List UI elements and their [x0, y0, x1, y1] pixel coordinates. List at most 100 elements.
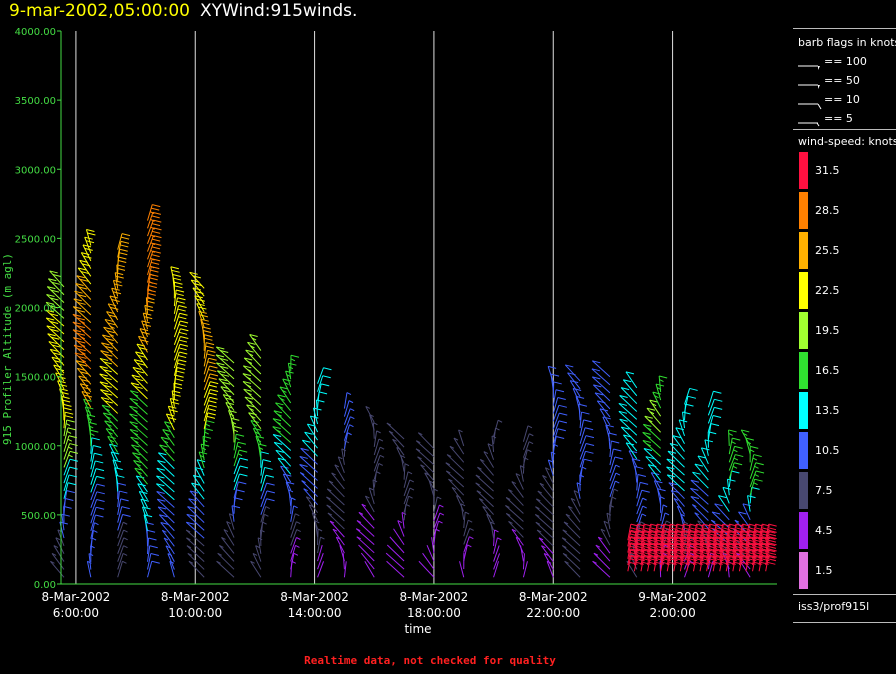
wind-barb [646, 407, 662, 425]
wind-barb [636, 473, 647, 491]
wind-barb [75, 282, 92, 300]
wind-barb [90, 460, 104, 478]
wind-barb [290, 552, 299, 570]
wind-barb [543, 553, 554, 570]
wind-barb [231, 505, 241, 522]
x-axis-label: time [404, 622, 431, 636]
wind-barb [117, 513, 131, 531]
wind-barb [132, 366, 148, 384]
wind-barb [156, 467, 175, 485]
y-tick-label: 500.00 [21, 511, 56, 522]
wind-barb [61, 513, 70, 531]
wind-barb [156, 498, 175, 516]
wind-barb [63, 435, 78, 452]
wind-barb [373, 438, 384, 456]
wind-barb [372, 422, 378, 439]
x-tick-time: 2:00:00 [649, 606, 695, 620]
wind-barb [327, 512, 345, 530]
wind-barb [600, 528, 611, 546]
legend-panel: barb flags in knots == 100 == 50 == 10 == 5… [793, 28, 896, 623]
wind-barb [373, 446, 385, 464]
wind-barb [107, 435, 119, 453]
x-tick-date: 9-Mar-2002 [638, 590, 707, 604]
wind-barb [392, 438, 405, 456]
wind-barb [72, 321, 92, 339]
wind-barb [90, 468, 105, 485]
wind-barb [593, 552, 611, 570]
wind-barb [74, 290, 92, 308]
wind-barb [129, 405, 148, 423]
wind-barb [334, 464, 345, 482]
wind-barb [317, 383, 330, 400]
wind-barb [117, 545, 128, 562]
wind-barb [49, 348, 65, 366]
axes: 8-Mar-2002 6:00:00 8-Mar-2002 10:00:00 8-Mar… [15, 27, 777, 620]
x-tick-time: 18:00:00 [407, 606, 461, 620]
wind-barb [522, 449, 532, 466]
quality-warning: Realtime data, not checked for quality [304, 654, 556, 667]
wind-barb [356, 520, 375, 537]
wind-barb [343, 400, 354, 417]
barb-legend-label: == 100 [824, 55, 867, 68]
wind-barb [158, 514, 175, 532]
wind-barb [592, 384, 611, 402]
wind-barb [53, 364, 65, 382]
wind-barb [343, 408, 355, 425]
wind-barb [245, 349, 262, 367]
wind-barb [216, 560, 235, 578]
wind-barb [188, 498, 205, 516]
wind-barb [129, 428, 148, 446]
wind-barb [130, 382, 148, 400]
wind-barb [373, 471, 381, 488]
wind-barb [157, 460, 175, 477]
wind-barb [417, 432, 435, 450]
wind-barb [162, 429, 175, 446]
wind-barb [63, 466, 78, 484]
y-axis-label: 915 Profiler Altitude (m agl) [1, 253, 14, 445]
wind-barb [511, 528, 524, 546]
wind-barb [522, 433, 534, 450]
wind-barb [522, 561, 528, 578]
wind-barb [114, 467, 123, 484]
wind-barb [707, 398, 723, 416]
wind-barb [171, 390, 181, 407]
speed-label: 19.5 [815, 324, 840, 337]
wind-barb [403, 487, 415, 505]
y-tick-label: 1000.00 [15, 442, 56, 453]
wind-barb [243, 388, 262, 406]
wind-barb [129, 397, 148, 415]
wind-barb [341, 448, 347, 465]
wind-barb [117, 240, 130, 258]
wind-barb [493, 537, 502, 554]
wind-barb [216, 362, 235, 380]
wind-barb [63, 411, 74, 429]
wind-barb [403, 463, 410, 480]
wind-barb [386, 422, 405, 440]
wind-barb [50, 560, 65, 578]
wind-barb [109, 295, 120, 313]
wind-barb [159, 444, 175, 462]
wind-barb [579, 435, 595, 452]
speed-swatch [799, 392, 808, 429]
wind-barb [272, 434, 292, 451]
wind-barb [609, 448, 622, 466]
wind-barb [102, 334, 119, 352]
wind-barb [666, 458, 685, 476]
wind-barb [765, 554, 777, 572]
wind-barb [505, 497, 524, 514]
wind-barb [515, 473, 524, 490]
wind-barb [246, 404, 262, 422]
wind-barb [317, 561, 325, 578]
wind-barb [579, 466, 587, 484]
wind-barb [749, 454, 762, 471]
wind-barb [451, 486, 465, 504]
wind-barb [252, 552, 262, 570]
wind-barb [401, 512, 407, 529]
wind-barb [117, 248, 128, 266]
wind-barb [718, 495, 730, 512]
barb-legend-icon [798, 65, 820, 70]
wind-barb [564, 560, 581, 578]
wind-barb [304, 431, 318, 449]
wind-barb [53, 545, 65, 562]
wind-barb [609, 480, 620, 498]
